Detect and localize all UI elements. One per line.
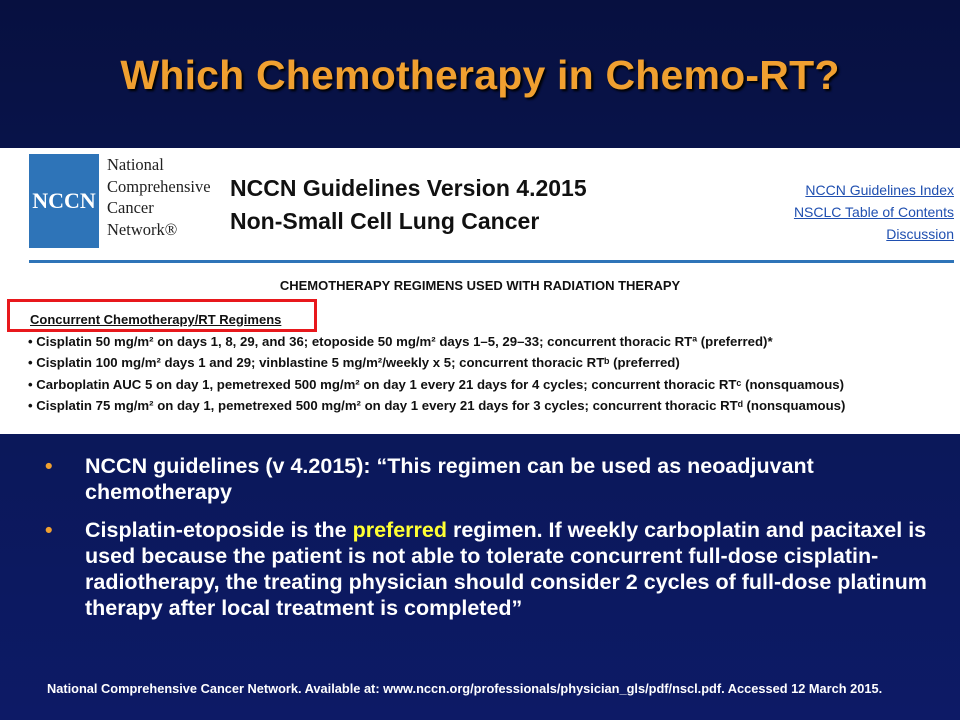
guideline-links: NCCN Guidelines Index NSCLC Table of Con… bbox=[794, 179, 954, 245]
org-line: Network® bbox=[107, 219, 178, 239]
org-line: Comprehensive bbox=[107, 176, 211, 196]
regimen-item: • Cisplatin 75 mg/m² on day 1, pemetrexe… bbox=[28, 397, 846, 413]
highlight-box bbox=[7, 299, 317, 332]
regimen-item: • Cisplatin 50 mg/m² on days 1, 8, 29, a… bbox=[28, 334, 773, 349]
guideline-topic: Non-Small Cell Lung Cancer bbox=[230, 208, 540, 234]
guideline-title: NCCN Guidelines Version 4.2015 Non-Small… bbox=[230, 172, 587, 238]
bullet-dot-icon: • bbox=[45, 454, 53, 478]
bullet-item: • NCCN guidelines (v 4.2015): “This regi… bbox=[45, 453, 935, 505]
highlighted-word: preferred bbox=[352, 518, 447, 542]
link-discussion[interactable]: Discussion bbox=[886, 226, 954, 242]
concurrent-regimens-heading: Concurrent Chemotherapy/RT Regimens bbox=[30, 312, 282, 327]
link-nsclc-table-of-contents[interactable]: NSCLC Table of Contents bbox=[793, 204, 954, 220]
bullet-list: • NCCN guidelines (v 4.2015): “This regi… bbox=[45, 453, 935, 621]
regimen-item: • Cisplatin 100 mg/m² days 1 and 29; vin… bbox=[28, 355, 680, 371]
reference-citation: National Comprehensive Cancer Network. A… bbox=[47, 681, 883, 696]
nccn-logo: NCCN bbox=[29, 154, 99, 248]
slide-title: Which Chemotherapy in Chemo-RT? bbox=[120, 52, 840, 98]
bullet-dot-icon: • bbox=[45, 518, 53, 542]
nccn-guideline-excerpt: NCCN National Comprehensive Cancer Netwo… bbox=[0, 148, 960, 434]
section-title: CHEMOTHERAPY REGIMENS USED WITH RADIATIO… bbox=[279, 278, 681, 293]
regimen-list: • Cisplatin 50 mg/m² on days 1, 8, 29, a… bbox=[28, 331, 948, 416]
bullet-text-start: Cisplatin-etoposide is the bbox=[85, 518, 353, 542]
guideline-version: NCCN Guidelines Version 4.2015 bbox=[230, 175, 587, 201]
nccn-organization-name: National Comprehensive Cancer Network® bbox=[107, 154, 211, 240]
bullet-text-end: regimen. If weekly carboplatin and pacit… bbox=[85, 518, 927, 620]
bullet-text: NCCN guidelines (v 4.2015): “This regime… bbox=[85, 454, 814, 504]
link-guidelines-index[interactable]: NCCN Guidelines Index bbox=[805, 182, 954, 198]
org-line: National bbox=[107, 155, 164, 174]
regimen-item: • Carboplatin AUC 5 on day 1, pemetrexed… bbox=[28, 376, 845, 392]
bullet-item: • Cisplatin-etoposide is the preferred r… bbox=[45, 517, 935, 621]
org-line: Cancer bbox=[107, 198, 154, 217]
header-divider bbox=[29, 260, 954, 263]
